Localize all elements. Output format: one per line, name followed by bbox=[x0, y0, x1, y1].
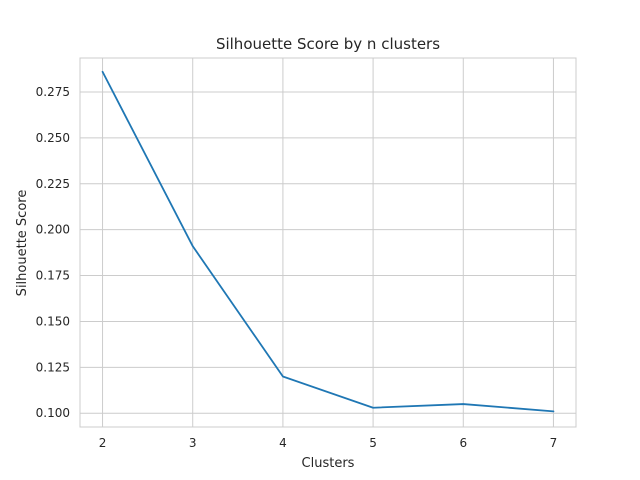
y-tick-label: 0.175 bbox=[36, 269, 70, 283]
y-tick-label: 0.125 bbox=[36, 360, 70, 374]
x-axis-label: Clusters bbox=[302, 456, 355, 471]
x-tick-label: 5 bbox=[369, 436, 377, 450]
plot-area-frame bbox=[79, 57, 577, 428]
x-tick-label: 6 bbox=[459, 436, 467, 450]
x-axis-ticks: 2 3 4 5 6 7 bbox=[99, 436, 558, 450]
x-tick-label: 4 bbox=[279, 436, 287, 450]
series-layer bbox=[101, 70, 555, 413]
y-tick-label: 0.250 bbox=[36, 131, 70, 145]
series-line bbox=[101, 70, 555, 413]
x-tick-label: 3 bbox=[189, 436, 197, 450]
grid-lines bbox=[80, 58, 576, 427]
y-tick-label: 0.225 bbox=[36, 177, 70, 191]
y-axis-ticks: 0.100 0.125 0.150 0.175 0.200 0.225 0.250 0.275 bbox=[36, 85, 70, 420]
y-tick-label: 0.150 bbox=[36, 314, 70, 328]
y-tick-label: 0.275 bbox=[36, 85, 70, 99]
y-axis-label: Silhouette Score bbox=[15, 190, 30, 297]
y-tick-label: 0.100 bbox=[36, 406, 70, 420]
x-tick-label: 7 bbox=[550, 436, 558, 450]
x-tick-label: 2 bbox=[99, 436, 107, 450]
y-tick-label: 0.200 bbox=[36, 223, 70, 237]
chart-title: Silhouette Score by n clusters bbox=[216, 35, 440, 53]
